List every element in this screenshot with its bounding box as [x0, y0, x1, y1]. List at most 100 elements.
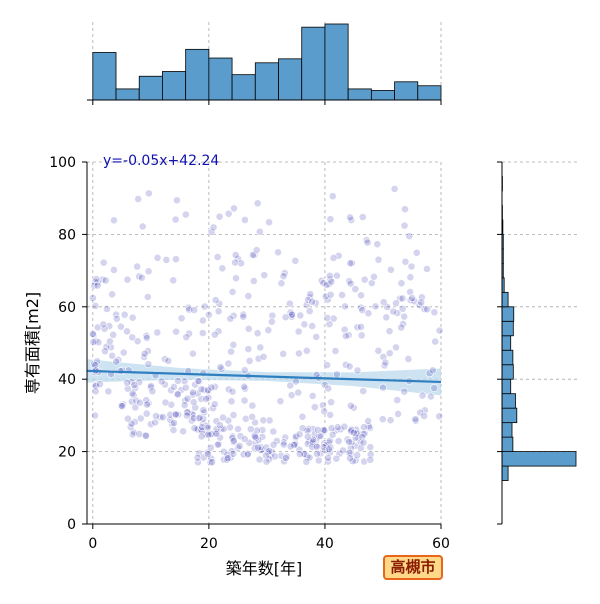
scatter-point [205, 311, 212, 318]
scatter-point [163, 256, 170, 263]
scatter-point [96, 381, 103, 388]
scatter-points-layer [89, 185, 443, 466]
scatter-point [263, 458, 270, 465]
scatter-point [372, 303, 379, 310]
scatter-point [309, 392, 316, 399]
right-hist-bar [502, 350, 513, 364]
top-hist-bar [371, 91, 394, 101]
scatter-point [419, 392, 426, 399]
scatter-point [240, 313, 247, 320]
right-hist-bar [502, 365, 513, 379]
scatter-point [204, 451, 211, 458]
scatter-point [143, 410, 150, 417]
scatter-point [306, 308, 313, 315]
scatter-point [196, 414, 203, 421]
scatter-point [394, 397, 401, 404]
scatter-point [241, 397, 248, 404]
scatter-point [230, 437, 237, 444]
scatter-point [375, 347, 382, 354]
scatter-point [208, 384, 215, 391]
scatter-point [203, 395, 210, 402]
scatter-point [120, 349, 127, 356]
y-tick-label: 60 [58, 300, 76, 316]
scatter-point [304, 433, 311, 440]
scatter-point [398, 324, 405, 331]
scatter-point [254, 200, 261, 207]
scatter-point [313, 443, 320, 450]
scatter-point [227, 348, 234, 355]
scatter-point [123, 328, 130, 335]
right-hist-bar [502, 379, 511, 393]
scatter-point [339, 291, 346, 298]
scatter-point [174, 377, 181, 384]
scatter-point [210, 224, 217, 231]
scatter-point [172, 411, 179, 418]
scatter-point [139, 223, 146, 230]
scatter-point [152, 412, 159, 419]
scatter-point [324, 454, 331, 461]
scatter-point [208, 459, 215, 466]
scatter-point [401, 222, 408, 229]
scatter-point [314, 426, 321, 433]
scatter-point [382, 359, 389, 366]
scatter-point [357, 323, 364, 330]
scatter-point [89, 330, 96, 337]
top-hist-bar [116, 89, 139, 100]
scatter-point [249, 402, 256, 409]
scatter-point [253, 246, 260, 253]
top-hist-bar [139, 76, 162, 100]
scatter-point [241, 435, 248, 442]
scatter-point [135, 195, 142, 202]
scatter-point [286, 300, 293, 307]
scatter-point [325, 446, 332, 453]
scatter-point [165, 357, 172, 364]
scatter-point [200, 406, 207, 413]
x-tick-label: 20 [200, 536, 218, 552]
scatter-point [219, 414, 226, 421]
scatter-point [211, 331, 218, 338]
scatter-point [94, 282, 101, 289]
scatter-point [309, 322, 316, 329]
scatter-point [408, 263, 415, 270]
scatter-point [93, 275, 100, 282]
scatter-point [124, 415, 131, 422]
scatter-point [244, 450, 251, 457]
scatter-point [295, 389, 302, 396]
scatter-point [311, 404, 318, 411]
y-tick-label: 80 [58, 227, 76, 243]
scatter-point [145, 190, 152, 197]
scatter-point [181, 402, 188, 409]
scatter-point [250, 277, 257, 284]
scatter-point [332, 347, 339, 354]
scatter-point [383, 314, 390, 321]
scatter-point [295, 350, 302, 357]
scatter-point [387, 266, 394, 273]
scatter-point [405, 355, 412, 362]
scatter-point [217, 363, 224, 370]
scatter-point [401, 206, 408, 213]
scatter-point [392, 300, 399, 307]
scatter-point [173, 197, 180, 204]
scatter-point [387, 417, 394, 424]
scatter-point [346, 363, 353, 370]
right-hist-bar [502, 336, 511, 350]
right-hist-bar [502, 292, 508, 306]
scatter-point [102, 277, 109, 284]
x-tick-label: 40 [316, 536, 334, 552]
scatter-point [224, 455, 231, 462]
scatter-point [124, 276, 131, 283]
scatter-point [170, 426, 177, 433]
scatter-point [401, 388, 408, 395]
scatter-point [123, 379, 130, 386]
scatter-point [181, 378, 188, 385]
scatter-point [328, 278, 335, 285]
scatter-point [247, 426, 254, 433]
scatter-point [299, 413, 306, 420]
scatter-point [228, 398, 235, 405]
scatter-point [413, 249, 420, 256]
top-hist-bar [418, 86, 441, 100]
scatter-point [232, 251, 239, 258]
scatter-point [105, 388, 112, 395]
